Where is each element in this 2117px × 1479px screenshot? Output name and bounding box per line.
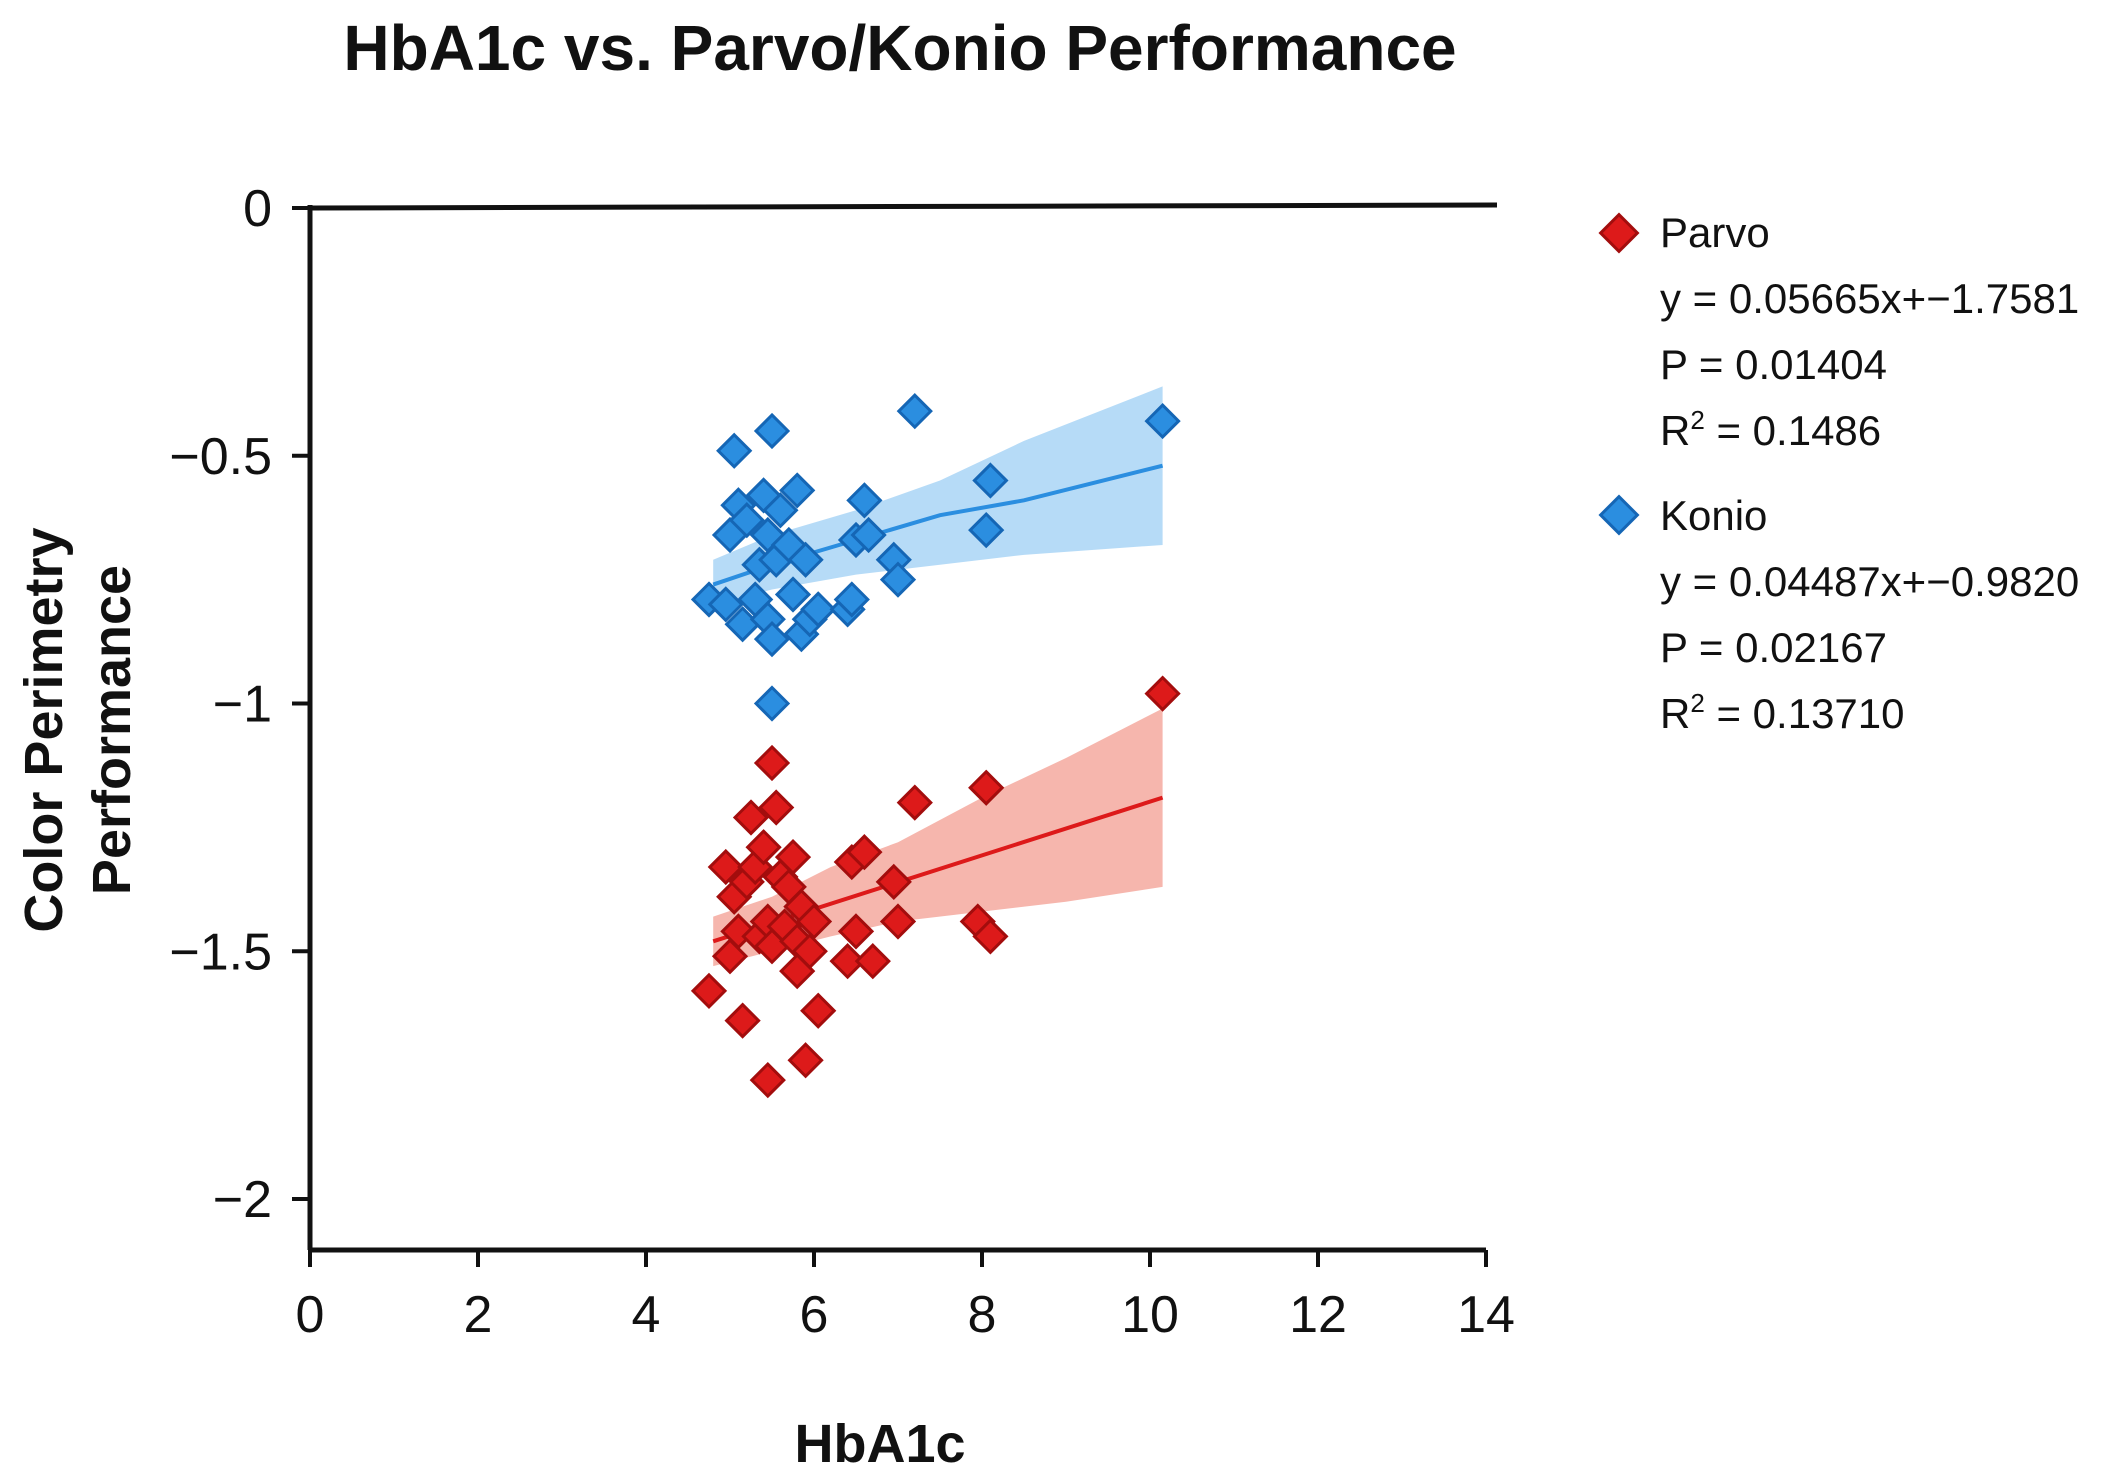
y-axis-title-line-1: Color Perimetry: [14, 527, 74, 932]
data-point-konio: [728, 502, 765, 539]
data-point-konio: [846, 482, 883, 519]
x-tick-label: 10: [1121, 1286, 1179, 1344]
data-point-parvo: [1144, 675, 1181, 712]
legend-r2-konio: R2 = 0.13710: [1660, 688, 1905, 737]
data-point-konio: [753, 620, 791, 658]
legend: Parvo y = 0.05665x+−1.7581 P = 0.01404 R…: [1598, 209, 2079, 737]
x-tick-label: 4: [632, 1286, 661, 1344]
legend-marker-konio-icon: [1598, 494, 1640, 536]
data-point-parvo: [753, 744, 791, 782]
data-point-konio: [787, 541, 824, 578]
legend-p-konio: P = 0.02167: [1660, 624, 1887, 671]
data-point-konio: [762, 492, 799, 529]
data-point-konio: [896, 393, 933, 430]
data-point-konio: [1144, 402, 1181, 440]
data-point-parvo: [787, 1042, 824, 1079]
y-axis-title: Color Perimetry Performance: [14, 527, 142, 932]
x-ticks: 0 2 4 6 8 10 12 14: [296, 1250, 1515, 1344]
data-point-parvo: [690, 972, 728, 1010]
x-tick-label: 2: [464, 1286, 493, 1344]
data-point-konio: [972, 462, 1009, 499]
data-point-konio: [753, 685, 791, 722]
y-tick-label: 0: [243, 180, 272, 238]
data-point-konio: [707, 586, 744, 623]
y-ticks: 0 −0.5 −1 −1.5 −2: [169, 180, 310, 1229]
legend-r2-konio-sup: 2: [1690, 688, 1704, 718]
data-point-parvo: [758, 789, 795, 826]
data-point-parvo: [707, 848, 744, 886]
data-point-parvo: [875, 863, 912, 901]
data-point-konio: [833, 581, 870, 618]
y-axis-title-line-2: Performance: [82, 565, 142, 895]
legend-p-parvo: P = 0.01404: [1660, 341, 1887, 388]
data-point-parvo: [800, 992, 837, 1029]
y-tick-label: −1.5: [169, 923, 272, 981]
data-point-parvo: [972, 918, 1009, 955]
chart-title: HbA1c vs. Parvo/Konio Performance: [343, 12, 1456, 84]
legend-r2-parvo: R2 = 0.1486: [1660, 405, 1881, 454]
data-point-parvo: [791, 933, 828, 970]
data-point-parvo: [896, 784, 933, 821]
x-axis-title: HbA1c: [794, 1414, 965, 1474]
zero-reference-line: [309, 202, 1498, 211]
data-point-konio: [753, 412, 791, 450]
legend-marker-parvo-icon: [1598, 212, 1640, 254]
data-point-parvo: [846, 834, 883, 871]
data-point-parvo: [837, 913, 875, 950]
data-point-parvo: [829, 943, 866, 980]
legend-entry-parvo: Parvo y = 0.05665x+−1.7581 P = 0.01404 R…: [1598, 209, 2079, 454]
legend-r2-parvo-prefix: R: [1660, 407, 1690, 454]
data-point-konio: [716, 432, 753, 469]
legend-r2-konio-value: = 0.13710: [1705, 690, 1905, 737]
x-tick-label: 0: [296, 1286, 325, 1344]
x-tick-label: 8: [968, 1286, 997, 1344]
data-point-parvo: [854, 943, 891, 980]
data-point-parvo: [795, 903, 833, 940]
x-tick-label: 14: [1457, 1286, 1515, 1344]
data-point-konio: [774, 576, 812, 613]
x-tick-label: 6: [800, 1286, 829, 1344]
x-tick-label: 12: [1289, 1286, 1347, 1344]
data-point-parvo: [745, 829, 782, 866]
legend-label-parvo: Parvo: [1660, 209, 1770, 256]
legend-r2-konio-prefix: R: [1660, 690, 1690, 737]
data-point-konio: [879, 561, 917, 598]
y-tick-label: −1: [213, 676, 272, 734]
data-point-parvo: [749, 1061, 786, 1099]
legend-equation-konio: y = 0.04487x+−0.9820: [1660, 558, 2079, 605]
data-point-parvo: [879, 903, 917, 940]
data-point-parvo: [732, 799, 770, 836]
legend-r2-parvo-sup: 2: [1690, 405, 1704, 435]
confidence-band-parvo: [713, 708, 1163, 967]
data-point-parvo: [724, 1002, 761, 1039]
data-point-konio: [850, 516, 887, 554]
legend-label-konio: Konio: [1660, 492, 1767, 539]
data-point-konio: [779, 472, 816, 509]
data-point-parvo: [968, 769, 1005, 806]
legend-r2-parvo-value: = 0.1486: [1705, 407, 1881, 454]
legend-equation-parvo: y = 0.05665x+−1.7581: [1660, 275, 2079, 322]
data-point-konio: [800, 591, 837, 628]
y-tick-label: −2: [213, 1171, 272, 1229]
data-points: [690, 393, 1181, 1099]
legend-entry-konio: Konio y = 0.04487x+−0.9820 P = 0.02167 R…: [1598, 492, 2079, 737]
data-point-konio: [968, 511, 1005, 549]
y-tick-label: −0.5: [169, 428, 272, 486]
data-point-parvo: [774, 838, 812, 876]
